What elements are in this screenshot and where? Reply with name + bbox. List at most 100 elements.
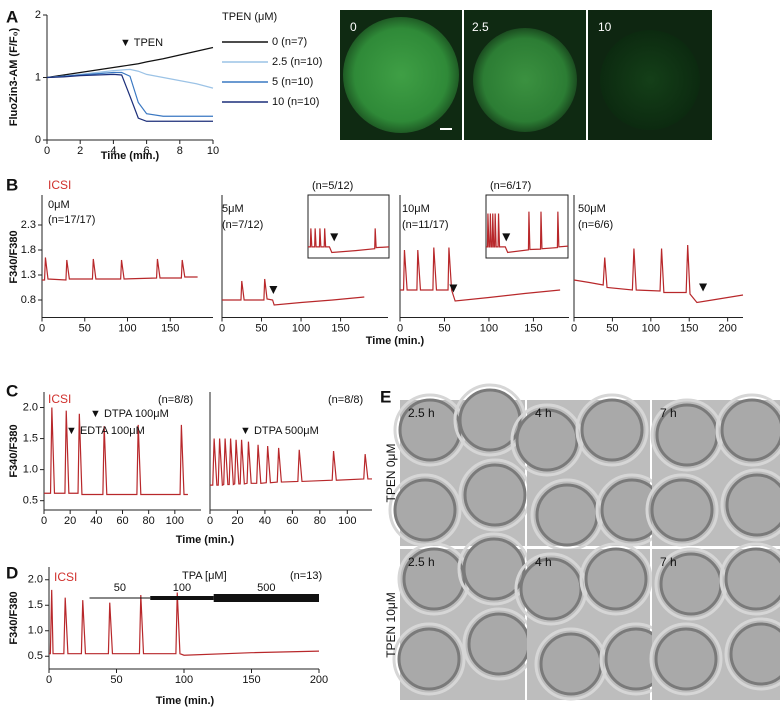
image-label: 10 [598,20,612,34]
oocyte [393,478,457,542]
time-label: 4 h [535,555,552,569]
zona [579,542,653,616]
x-tick-label: 150 [524,322,542,334]
oocyte [725,473,780,537]
x-tick-label: 0 [571,322,577,334]
y-tick-label: 0.5 [28,650,43,662]
y-tick-label: 0.5 [23,495,38,507]
time-label: 7 h [660,406,677,420]
row-label: TPEN 0μM [384,444,398,503]
y-tick-label: 2.0 [23,401,38,413]
x-axis-label: Time (min.) [366,335,425,347]
x-tick-label: 150 [242,674,260,686]
x-tick-label: 100 [166,515,184,527]
y-tick-label: 0 [35,134,41,146]
x-tick-label: 50 [255,322,267,334]
annotation: (n=8/8) [158,394,193,406]
x-tick-label: 150 [331,322,349,334]
x-tick-label: 20 [231,515,243,527]
oocyte [724,547,780,611]
treatment-label: 50 [114,582,126,594]
trace [46,46,214,79]
row-label: TPEN 10μM [384,592,398,658]
trace [222,278,365,306]
trace [42,257,198,281]
legend-label: 2.5 (n=10) [272,56,322,68]
y-axis-label: F340/F380 [8,591,20,644]
y-tick-label: 1.8 [21,244,36,256]
x-tick-label: 50 [606,322,618,334]
x-tick-label: 80 [314,515,326,527]
annotation: ▼ EDTA 100μM [66,425,145,437]
annotation: ▼ TPEN [120,37,163,49]
trace [308,228,390,254]
zona [514,552,588,626]
x-tick-label: 100 [292,322,310,334]
y-tick-label: 1 [35,71,41,83]
x-tick-label: 0 [397,322,403,334]
x-tick-label: 50 [110,674,122,686]
x-tick-label: 0 [39,322,45,334]
zona [720,468,780,542]
panel-letter: A [6,7,18,26]
zona [392,622,466,696]
trace [44,407,188,496]
oocyte [535,483,599,547]
x-tick-label: 6 [144,145,150,157]
addition-marker [699,283,708,292]
oocyte [584,547,648,611]
trace [573,244,744,304]
panel-letter: D [6,563,18,582]
oocyte [473,28,577,132]
y-axis-label: F340/F380 [8,230,20,283]
zona [510,403,584,477]
annotation: ▼ DTPA 100μM [90,408,169,420]
subplot-title: 0μM [48,199,70,211]
x-tick-label: 200 [310,674,328,686]
time-label: 2.5 h [408,406,435,420]
condition-label: ICSI [54,570,77,584]
zona [575,393,649,467]
trace [400,247,561,302]
treatment-label: 100 [173,582,191,594]
image-label: 0 [350,20,357,34]
annotation: (n=5/12) [312,180,353,192]
legend-label: 0 (n=7) [272,36,307,48]
annotation: (n=13) [290,570,322,582]
y-axis-label: FluoZin3-AM (F/F₀) [8,27,20,126]
inset-frame [307,194,390,259]
zona [719,542,780,616]
y-axis-label: F340/F380 [8,424,20,477]
annotation: (n=8/8) [328,394,363,406]
annotation: (n=6/17) [490,180,531,192]
panel-letter: E [380,387,391,406]
image-label: 2.5 [472,20,489,34]
y-tick-label: 2.3 [21,219,36,231]
zona [649,622,723,696]
trace [486,211,569,254]
trace [46,68,214,89]
x-axis-label: Time (min.) [156,695,215,707]
x-tick-label: 0 [44,145,50,157]
y-tick-label: 2.0 [28,574,43,586]
oocyte [580,398,644,462]
zona [724,617,780,691]
legend-label: 5 (n=10) [272,76,313,88]
x-tick-label: 50 [79,322,91,334]
x-tick-label: 40 [90,515,102,527]
annotation: (n=17/17) [48,214,95,226]
addition-marker [269,286,278,294]
x-tick-label: 100 [175,674,193,686]
subplot-title: 10μM [402,203,430,215]
x-tick-label: 50 [438,322,450,334]
subplot-title: 5μM [222,203,244,215]
y-tick-label: 0.8 [21,294,36,306]
x-tick-label: 0 [46,674,52,686]
y-tick-label: 1.0 [23,464,38,476]
x-tick-label: 150 [680,322,698,334]
legend-label: 10 (n=10) [272,96,319,108]
addition-marker [330,233,339,242]
time-label: 4 h [535,406,552,420]
x-axis-label: Time (min.) [101,150,160,162]
